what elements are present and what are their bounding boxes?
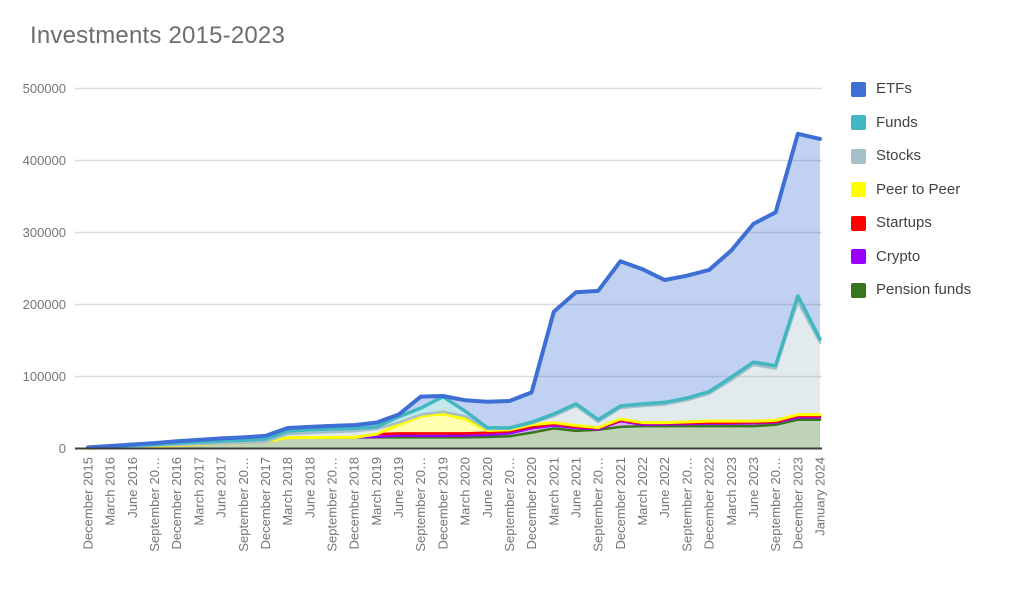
x-tick-label: December 2017 xyxy=(258,457,273,550)
y-axis-labels: 0 100000 200000 300000 400000 500000 xyxy=(23,81,66,456)
x-tick-label: March 2018 xyxy=(280,457,295,526)
y-tick-label: 500000 xyxy=(23,81,66,96)
y-tick-label: 400000 xyxy=(23,153,66,168)
legend-item-pension-funds: Pension funds xyxy=(851,282,971,298)
chart-title: Investments 2015-2023 xyxy=(30,22,286,49)
series-line-funds xyxy=(86,294,822,450)
x-tick-label: March 2021 xyxy=(546,457,561,526)
legend-label: ETFs xyxy=(876,80,912,97)
legend-swatch-etfs xyxy=(851,81,866,97)
x-tick-label: September 20… xyxy=(679,457,694,552)
series-line-stocks xyxy=(86,300,822,450)
series-lines xyxy=(86,131,822,450)
legend-label: Peer to Peer xyxy=(876,180,961,198)
x-tick-label: June 2022 xyxy=(657,457,672,518)
x-tick-label: December 2023 xyxy=(790,457,805,550)
gridlines xyxy=(75,87,822,378)
x-tick-label: September 20… xyxy=(413,457,428,552)
x-tick-label: June 2017 xyxy=(214,457,229,518)
legend-swatch-peer-to-peer xyxy=(851,182,866,197)
y-tick-label: 100000 xyxy=(23,369,66,384)
legend-label: Pension funds xyxy=(876,281,972,298)
x-tick-label: December 2021 xyxy=(613,457,628,550)
x-tick-label: June 2023 xyxy=(746,457,761,518)
legend-swatch-crypto xyxy=(851,249,866,264)
x-tick-label: March 2019 xyxy=(369,457,384,526)
x-tick-label: March 2023 xyxy=(724,457,739,526)
x-tick-label: March 2020 xyxy=(458,457,473,526)
legend: ETFs Funds Stocks Peer to Peer Startups Crypt… xyxy=(851,81,971,316)
legend-swatch-stocks xyxy=(851,148,866,164)
legend-label: Crypto xyxy=(876,247,921,265)
x-tick-label: January 2024 xyxy=(813,457,828,536)
x-tick-label: September 20… xyxy=(236,457,251,552)
legend-item-stocks: Stocks xyxy=(851,148,971,164)
x-tick-label: December 2016 xyxy=(169,457,184,550)
x-axis-labels: December 2015 March 2016 June 2016 Septembe… xyxy=(81,457,828,552)
legend-label: Startups xyxy=(876,214,932,231)
x-tick-label: June 2019 xyxy=(391,457,406,518)
x-tick-label: September 20… xyxy=(591,457,606,552)
x-tick-label: December 2015 xyxy=(81,457,96,550)
x-tick-label: December 2020 xyxy=(524,457,539,550)
x-tick-label: March 2017 xyxy=(191,457,206,526)
x-tick-label: March 2022 xyxy=(635,457,650,526)
x-tick-label: September 20… xyxy=(147,457,162,552)
x-tick-label: June 2020 xyxy=(480,457,495,518)
series-areas xyxy=(88,133,820,449)
x-tick-label: September 20… xyxy=(325,457,340,552)
series-line-etfs xyxy=(86,131,822,450)
y-tick-label: 200000 xyxy=(23,297,66,312)
legend-label: Funds xyxy=(876,113,918,131)
legend-swatch-pension-funds xyxy=(851,282,866,298)
legend-item-peer-to-peer: Peer to Peer xyxy=(851,180,971,198)
legend-item-startups: Startups xyxy=(851,215,971,231)
legend-swatch-funds xyxy=(851,115,866,130)
y-tick-label: 300000 xyxy=(23,225,66,240)
x-tick-label: June 2018 xyxy=(302,457,317,518)
y-tick-label: 0 xyxy=(59,441,66,456)
x-tick-label: December 2018 xyxy=(347,457,362,550)
x-tick-label: December 2022 xyxy=(702,457,717,550)
x-tick-label: December 2019 xyxy=(435,457,450,550)
x-tick-label: March 2016 xyxy=(103,457,118,526)
legend-item-crypto: Crypto xyxy=(851,247,971,265)
legend-item-funds: Funds xyxy=(851,113,971,131)
x-tick-label: June 2016 xyxy=(125,457,140,518)
series-area-stocks xyxy=(88,301,820,449)
legend-swatch-startups xyxy=(851,215,866,231)
series-area-etfs xyxy=(88,133,820,448)
legend-item-etfs: ETFs xyxy=(851,81,971,97)
x-tick-label: September 20… xyxy=(768,457,783,552)
legend-label: Stocks xyxy=(876,147,922,164)
x-tick-label: June 2021 xyxy=(569,457,584,518)
x-tick-label: September 20… xyxy=(502,457,517,552)
